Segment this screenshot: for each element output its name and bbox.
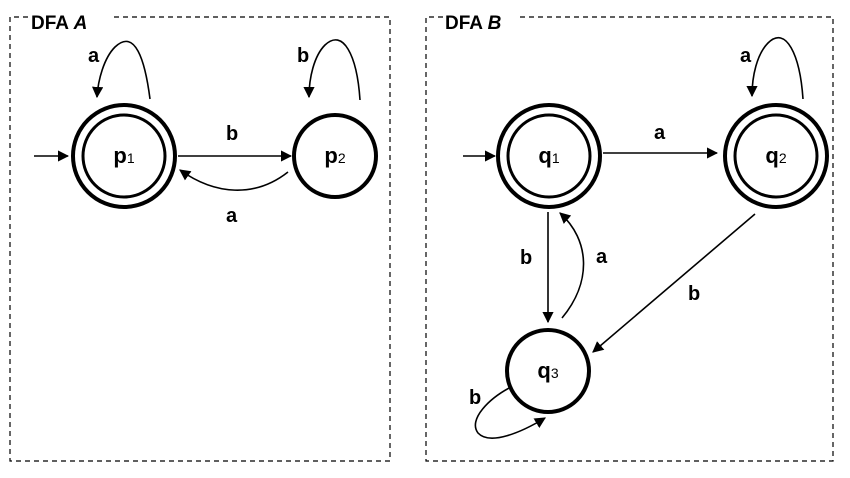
edge-label-p1-p1: a: [88, 45, 100, 67]
edge-q3-q3: [474, 384, 546, 439]
svg-text:q2: q2: [765, 143, 786, 168]
state-p2: p2: [292, 113, 378, 199]
svg-text:p2: p2: [324, 143, 345, 168]
edge-q2-q3: [592, 213, 756, 353]
edge-p2-p2: [303, 39, 361, 101]
edge-label-q2-q3: b: [688, 283, 700, 305]
svg-text:q1: q1: [538, 143, 559, 168]
edge-q3-q1: [559, 212, 585, 319]
svg-text:q3: q3: [537, 358, 558, 383]
edge-label-q3-q1: a: [596, 246, 608, 268]
panel-a-frame: [9, 16, 391, 462]
edge-label-q3-q3: b: [469, 387, 481, 409]
edge-label-p2-p2: b: [297, 45, 309, 67]
edge-p1-p1: [92, 40, 151, 100]
panel-a-title: DFA A: [31, 13, 87, 34]
panel-b-title: DFA B: [445, 13, 502, 34]
edge-q2-q2: [746, 36, 804, 100]
state-q2: q2: [723, 103, 829, 209]
panel-dfa-b: DFA B a a b a b b q1 q2: [425, 13, 834, 462]
panel-dfa-a: DFA A a b b a p1 p2: [9, 13, 391, 462]
edge-label-q1-q3: b: [520, 247, 532, 269]
state-p1: p1: [71, 103, 177, 209]
panel-b-frame: [425, 16, 834, 462]
svg-text:p1: p1: [113, 143, 134, 168]
edge-p2-p1: [179, 169, 289, 191]
edge-label-q1-q2: a: [654, 122, 666, 144]
edge-label-p2-p1: a: [226, 205, 238, 227]
edge-label-p1-p2: b: [226, 123, 238, 145]
state-q1: q1: [496, 103, 602, 209]
state-q3: q3: [505, 328, 591, 414]
edge-label-q2-q2: a: [740, 45, 752, 67]
